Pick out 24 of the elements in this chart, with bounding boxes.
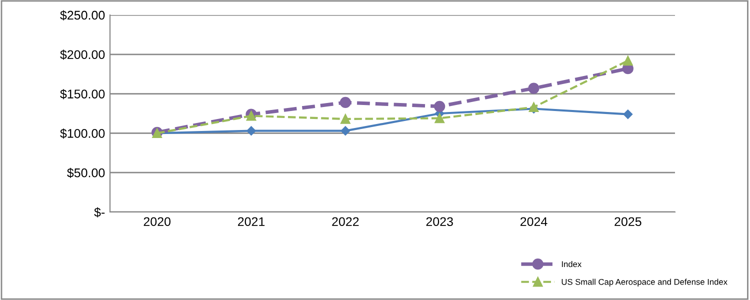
y-tick-label: $-: [94, 207, 105, 218]
x-tick-label: 2023: [426, 217, 453, 226]
point: [340, 126, 350, 136]
x-tick-label: 2022: [332, 217, 359, 226]
point: [340, 96, 351, 108]
legend-label: Index: [562, 260, 582, 268]
point: [246, 126, 256, 136]
y-tick-label: $100.00: [60, 128, 105, 139]
x-tick-label: 2020: [144, 217, 170, 226]
x-tick-label: 2024: [520, 217, 548, 226]
y-tick-label: $150.00: [60, 89, 105, 100]
point: [434, 100, 446, 112]
point: [246, 111, 256, 121]
point: [623, 56, 633, 66]
point: [623, 110, 633, 119]
y-tick-label: $50.00: [67, 168, 105, 178]
y-tick-label: $250.00: [60, 10, 105, 20]
x-tick-label: 2025: [614, 217, 642, 226]
point: [340, 114, 350, 124]
x-tick-label: 2021: [238, 217, 265, 226]
legend-label: US Small Cap Aerospace and Defense Index: [562, 278, 728, 286]
point: [528, 82, 540, 94]
y-tick-label: $200.00: [60, 50, 105, 60]
point: [434, 113, 444, 124]
